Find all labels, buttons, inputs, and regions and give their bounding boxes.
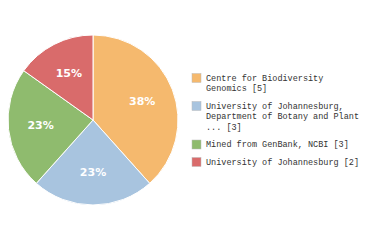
legend-label: University of Johannesburg [2] xyxy=(206,158,359,168)
pie xyxy=(8,35,178,205)
chart: 38% 23% 23% 15% Centre for BiodiversityGenom… xyxy=(0,0,380,240)
legend-label: Centre for BiodiversityGenomics [5] xyxy=(206,74,323,95)
data-label: 23% xyxy=(27,119,53,132)
legend: Centre for BiodiversityGenomics [5] Unive… xyxy=(192,74,359,168)
legend-label: University of Johannesburg,Department of… xyxy=(206,102,359,133)
legend-label-line: Department of Botany and Plant xyxy=(206,112,359,122)
legend-entry: Mined from GenBank, NCBI [3] xyxy=(192,140,349,150)
legend-label: Mined from GenBank, NCBI [3] xyxy=(206,140,349,150)
legend-label-line: Genomics [5] xyxy=(206,84,267,94)
legend-entry: University of Johannesburg [2] xyxy=(192,158,359,168)
data-label: 15% xyxy=(56,67,82,80)
legend-label-line: Mined from GenBank, NCBI [3] xyxy=(206,140,349,150)
data-label: 23% xyxy=(80,166,106,179)
legend-entry: Centre for BiodiversityGenomics [5] xyxy=(192,74,323,95)
data-labels: 38% 23% 23% 15% xyxy=(27,67,155,180)
legend-swatch xyxy=(192,102,201,111)
pie-slice xyxy=(24,35,93,120)
legend-label-line: Centre for Biodiversity xyxy=(206,74,323,84)
legend-swatch xyxy=(192,140,201,149)
legend-label-line: ... [3] xyxy=(206,123,242,133)
legend-label-line: University of Johannesburg, xyxy=(206,102,344,112)
legend-entry: University of Johannesburg,Department of… xyxy=(192,102,359,133)
legend-swatch xyxy=(192,74,201,83)
legend-swatch xyxy=(192,158,201,167)
data-label: 38% xyxy=(129,95,155,108)
legend-label-line: University of Johannesburg [2] xyxy=(206,158,359,168)
